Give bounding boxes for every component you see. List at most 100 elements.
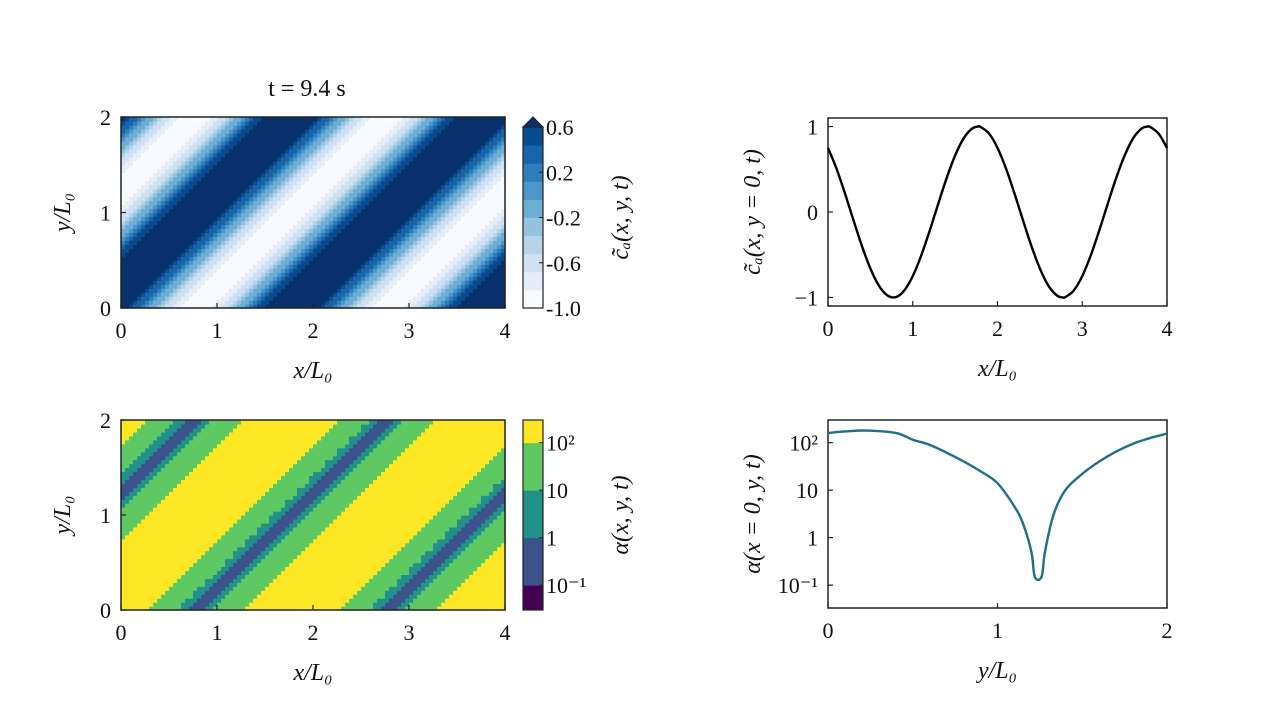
heatmap-cell xyxy=(349,172,354,178)
heatmap-cell xyxy=(405,220,410,226)
heatmap-cell xyxy=(413,268,418,273)
heatmap-cell xyxy=(349,120,354,126)
heatmap-cell xyxy=(441,184,446,190)
heatmap-cell xyxy=(477,276,482,281)
heatmap-cell xyxy=(205,304,210,309)
heatmap-cell xyxy=(453,232,458,237)
heatmap-cell xyxy=(377,124,382,130)
heatmap-cell xyxy=(245,280,250,285)
heatmap-cell xyxy=(225,276,230,281)
heatmap-cell xyxy=(221,200,226,206)
heatmap-cell xyxy=(205,196,210,202)
heatmap-cell xyxy=(413,236,418,241)
heatmap-cell xyxy=(177,132,182,138)
heatmap-cell xyxy=(349,196,354,202)
heatmap-cell xyxy=(317,224,322,230)
heatmap-cell xyxy=(429,176,434,182)
heatmap-cell xyxy=(265,204,270,210)
heatmap-cell xyxy=(169,296,174,301)
heatmap-cell xyxy=(353,128,358,134)
heatmap-cell xyxy=(249,196,254,202)
heatmap-cell xyxy=(125,152,130,158)
heatmap-cell xyxy=(489,280,494,285)
heatmap-cell xyxy=(325,248,330,253)
heatmap-cell xyxy=(481,184,486,190)
heatmap-cell xyxy=(409,220,414,226)
heatmap-cell xyxy=(269,124,274,130)
heatmap-cell xyxy=(137,200,142,206)
heatmap-cell xyxy=(125,208,130,214)
heatmap-cell xyxy=(261,284,266,289)
heatmap-cell xyxy=(485,136,490,142)
heatmap-cell xyxy=(257,136,262,142)
heatmap-cell xyxy=(357,276,362,281)
heatmap-cell xyxy=(193,292,198,297)
heatmap-cell xyxy=(357,256,362,261)
heatmap-cell xyxy=(425,284,430,289)
heatmap-cell xyxy=(193,228,198,233)
heatmap-cell xyxy=(217,224,222,230)
heatmap-cell xyxy=(329,208,334,214)
heatmap-cell xyxy=(441,140,446,146)
heatmap-cell xyxy=(185,284,190,289)
heatmap-cell xyxy=(273,264,278,269)
heatmap-cell xyxy=(261,136,266,142)
heatmap-cell xyxy=(421,136,426,142)
heatmap-cell xyxy=(165,188,170,194)
heatmap-cell xyxy=(217,164,222,170)
heatmap-cell xyxy=(497,232,502,237)
heatmap-cell xyxy=(189,156,194,162)
heatmap-cell xyxy=(297,136,302,142)
heatmap-cell xyxy=(405,284,410,289)
heatmap-cell xyxy=(401,136,406,142)
heatmap-cell xyxy=(169,196,174,202)
heatmap-cell xyxy=(421,276,426,281)
heatmap-cell xyxy=(421,152,426,158)
heatmap-cell xyxy=(461,268,466,273)
heatmap-cell xyxy=(373,164,378,170)
heatmap-cell xyxy=(405,144,410,150)
heatmap-cell xyxy=(329,304,334,309)
heatmap-cell xyxy=(173,120,178,126)
heatmap-cell xyxy=(425,117,430,122)
heatmap-cell xyxy=(481,296,486,301)
heatmap-cell xyxy=(445,220,450,226)
heatmap-cell xyxy=(213,188,218,194)
heatmap-cell xyxy=(493,164,498,170)
heatmap-cell xyxy=(333,128,338,134)
heatmap-cell xyxy=(145,200,150,206)
heatmap-cell xyxy=(313,152,318,158)
heatmap-cell xyxy=(197,284,202,289)
heatmap-cell xyxy=(137,296,142,301)
heatmap-cell xyxy=(353,288,358,293)
heatmap-cell xyxy=(481,244,486,249)
heatmap-cell xyxy=(237,296,242,301)
heatmap-cell xyxy=(409,136,414,142)
heatmap-cell xyxy=(217,188,222,194)
heatmap-cell xyxy=(265,208,270,214)
heatmap-cell xyxy=(393,224,398,230)
heatmap-cell xyxy=(461,152,466,158)
heatmap-cell xyxy=(249,240,254,245)
heatmap-cell xyxy=(453,156,458,162)
heatmap-cell xyxy=(229,208,234,214)
heatmap-cell xyxy=(133,124,138,130)
heatmap-cell xyxy=(345,156,350,162)
heatmap-cell xyxy=(293,152,298,158)
heatmap-cell xyxy=(493,602,498,607)
heatmap-cell xyxy=(213,272,218,277)
heatmap-cell xyxy=(129,292,134,297)
colorbar-level xyxy=(523,271,543,291)
heatmap-cell xyxy=(337,288,342,293)
heatmap-cell xyxy=(365,128,370,134)
heatmap-cell xyxy=(377,140,382,146)
heatmap-cell xyxy=(377,264,382,269)
heatmap-cell xyxy=(481,124,486,130)
heatmap-cell xyxy=(213,117,218,122)
heatmap-cell xyxy=(489,268,494,273)
heatmap-cell xyxy=(329,280,334,285)
heatmap-cell xyxy=(121,224,126,230)
heatmap-cell xyxy=(245,256,250,261)
heatmap-cell xyxy=(349,160,354,166)
heatmap-cell xyxy=(429,224,434,230)
